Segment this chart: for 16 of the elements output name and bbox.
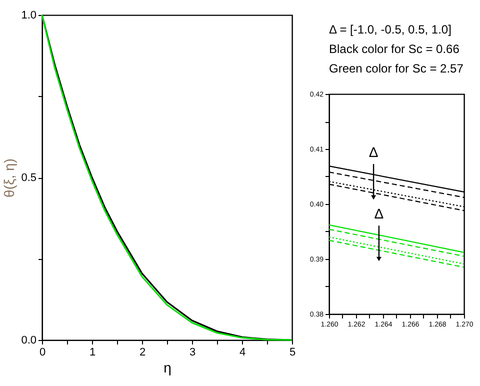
- x-tick-label: 4: [239, 346, 246, 358]
- x-axis-title: η: [164, 360, 172, 376]
- annotation: Δ: [374, 206, 384, 222]
- y-axis-title: θ(ξ, η): [1, 158, 18, 198]
- y-tick-label: 0.0: [21, 334, 36, 346]
- y-tick-label: 1.0: [21, 10, 36, 22]
- y-tick-label: 0.5: [21, 172, 36, 184]
- text: Δ = [-1.0, -0.5, 0.5, 1.0]: [329, 22, 452, 37]
- x-tick-label: 0: [39, 346, 46, 358]
- x-tick-label: 1: [89, 346, 96, 358]
- text: Black color for Sc = 0.66: [329, 42, 460, 56]
- x-tick-label: 3: [189, 346, 196, 358]
- x-tick-label: 5: [289, 346, 296, 358]
- annotation: Δ: [368, 144, 378, 160]
- x-tick-label: 2: [139, 346, 146, 358]
- text: Green color for Sc = 2.57: [329, 61, 464, 76]
